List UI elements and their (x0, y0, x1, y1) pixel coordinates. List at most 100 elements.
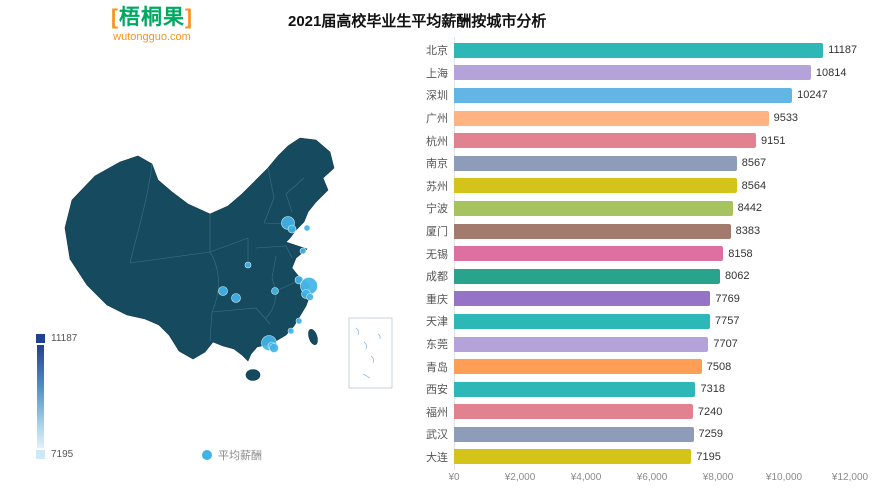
bar-track: 8062 (454, 268, 887, 284)
bar[interactable] (454, 65, 811, 81)
logo-text: 梧桐果 (119, 6, 185, 29)
bar[interactable] (454, 155, 737, 171)
taiwan-island (308, 328, 318, 346)
x-axis: ¥0 ¥2,000 ¥4,000 ¥6,000 ¥8,000 ¥10,000 ¥12,000 (448, 472, 887, 488)
bar[interactable] (454, 336, 709, 352)
x-axis-tick: ¥4,000 (570, 472, 602, 484)
bar-value: 7240 (697, 405, 723, 418)
bar-track: 7508 (454, 359, 887, 375)
china-map-outline (64, 137, 335, 362)
bar[interactable] (454, 178, 737, 194)
x-axis-tick: ¥2,000 (504, 472, 536, 484)
inset-box (348, 317, 393, 389)
city-bubble[interactable] (231, 293, 241, 303)
bar[interactable] (454, 359, 702, 375)
bar-value: 9533 (773, 112, 799, 125)
city-label: 无锡 (426, 248, 448, 261)
city-label: 成都 (426, 271, 448, 284)
bar[interactable] (454, 246, 724, 262)
bar-row: 南京 8567 (408, 152, 887, 175)
bar-track: 10814 (454, 65, 887, 81)
city-bubble[interactable] (295, 317, 303, 325)
city-label: 南京 (426, 158, 448, 171)
bar-track: 10247 (454, 87, 887, 103)
bar-row: 武汉 7259 (408, 423, 887, 446)
bar[interactable] (454, 313, 710, 329)
china-map (64, 137, 393, 389)
city-label: 西安 (426, 384, 448, 397)
bar-row: 深圳 10247 (408, 84, 887, 107)
bar-row: 西安 7318 (408, 378, 887, 401)
city-bubble[interactable] (287, 327, 295, 335)
bar-value: 8158 (728, 247, 753, 260)
x-axis-tick: ¥12,000 (831, 472, 869, 484)
bar-track: 7318 (454, 381, 887, 397)
bar-track: 8442 (454, 200, 887, 216)
city-label: 东莞 (426, 339, 448, 352)
bar-value: 7259 (698, 428, 724, 441)
city-label: 苏州 (426, 180, 448, 193)
city-label: 广州 (426, 113, 448, 126)
city-label: 宁波 (426, 203, 448, 216)
bar-track: 11187 (454, 42, 887, 58)
bar-row: 北京 11187 (408, 39, 887, 62)
city-bubble[interactable] (287, 224, 297, 234)
bar-value: 9151 (760, 134, 786, 147)
bar[interactable] (454, 133, 756, 149)
bar[interactable] (454, 110, 769, 126)
visualmap-max-label: 11187 (51, 333, 78, 344)
bar-value: 7769 (715, 292, 740, 305)
bar-rows: 北京 11187 上海 10814 深圳 10247 广州 9533 杭州 9151 南京 8567 苏… (408, 36, 887, 471)
bar[interactable] (454, 223, 731, 239)
city-bubble[interactable] (269, 343, 279, 353)
city-label: 青岛 (426, 361, 448, 374)
bar-row: 天津 7757 (408, 310, 887, 333)
hainan-island (245, 369, 261, 381)
city-bubble[interactable] (244, 261, 252, 269)
x-axis-tick: ¥10,000 (765, 472, 803, 484)
city-label: 深圳 (426, 90, 448, 103)
city-bubbles (218, 216, 318, 353)
bar-chart: 北京 11187 上海 10814 深圳 10247 广州 9533 杭州 9151 南京 8567 苏… (408, 36, 887, 488)
legend-label: 平均薪酬 (218, 450, 262, 462)
x-axis-tick: ¥6,000 (636, 472, 668, 484)
south-china-sea-inset (348, 317, 393, 389)
bar-track: 9151 (454, 133, 887, 149)
city-bubble[interactable] (306, 293, 314, 301)
x-axis-tick: ¥8,000 (702, 472, 734, 484)
bar[interactable] (454, 426, 694, 442)
city-bubble[interactable] (218, 286, 228, 296)
city-bubble[interactable] (271, 287, 279, 295)
bar-row: 成都 8062 (408, 265, 887, 288)
bar-value: 8564 (741, 179, 767, 192)
bar-track: 8158 (454, 246, 887, 262)
logo-wordmark: [梧桐果] (94, 5, 210, 31)
city-bubble[interactable] (299, 247, 307, 255)
bar[interactable] (454, 404, 693, 420)
bar[interactable] (454, 200, 733, 216)
bar[interactable] (454, 381, 696, 397)
city-label: 北京 (426, 45, 448, 58)
bar-track: 7259 (454, 426, 887, 442)
bar-value: 8062 (725, 270, 750, 283)
bar-track: 7757 (454, 313, 887, 329)
bar[interactable] (454, 268, 721, 284)
series-legend[interactable]: 平均薪酬 (202, 447, 262, 463)
bar[interactable] (454, 449, 692, 465)
visualmap-max-swatch-icon (36, 334, 45, 343)
bar-value: 7707 (713, 338, 738, 351)
city-bubble[interactable] (303, 224, 311, 232)
bar[interactable] (454, 291, 711, 307)
bar[interactable] (454, 87, 793, 103)
logo-url: wutongguo.com (113, 31, 191, 44)
bar-row: 东莞 7707 (408, 333, 887, 356)
bar-value: 8442 (737, 202, 763, 215)
x-axis-tick: ¥0 (448, 472, 460, 484)
visualmap-min-label: 7195 (51, 449, 74, 460)
bar-row: 重庆 7769 (408, 288, 887, 311)
bar[interactable] (454, 42, 824, 58)
bar-row: 福州 7240 (408, 401, 887, 424)
bar-track: 7769 (454, 291, 887, 307)
legend-dot-icon (202, 450, 212, 460)
visualmap-gradient-bar (37, 345, 44, 448)
